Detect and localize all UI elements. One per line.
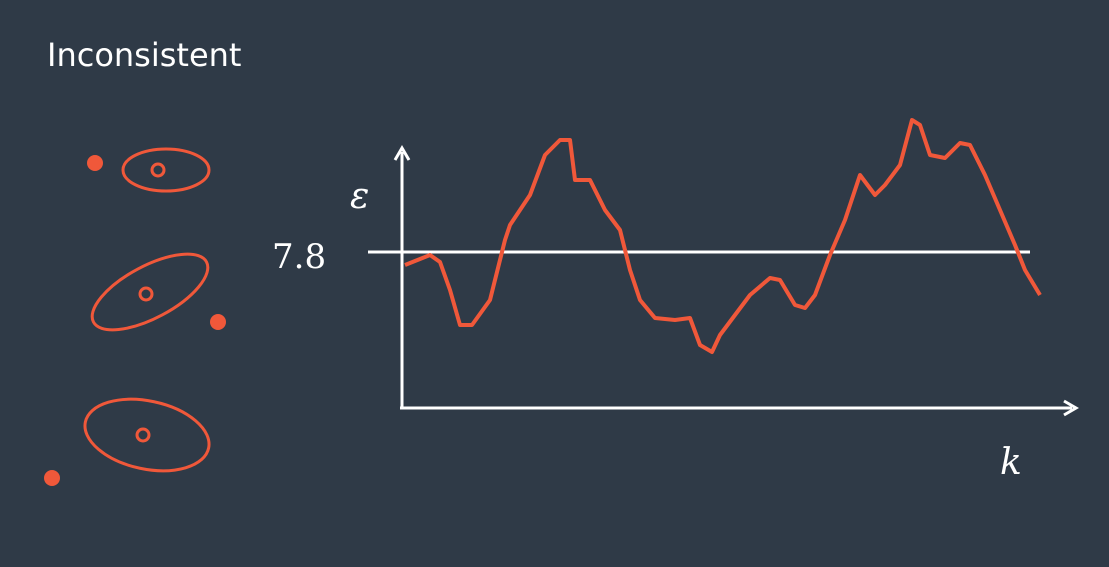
dot: [44, 470, 60, 486]
ellipse: [90, 252, 210, 332]
y-arrow: [393, 145, 411, 161]
x-arrow: [1063, 399, 1079, 417]
dot: [210, 314, 226, 330]
y-axis-label: ε: [350, 176, 369, 217]
error-curve: [404, 118, 1042, 354]
ellipse-icons: [83, 147, 211, 473]
dot: [87, 155, 103, 171]
x-axis-label: k: [1000, 442, 1022, 483]
title: Inconsistent: [47, 36, 241, 74]
ellipse: [121, 147, 211, 193]
ellipse-center: [150, 162, 166, 178]
axes: [368, 145, 1079, 417]
threshold-label: 7.8: [272, 237, 326, 277]
ellipse: [83, 397, 211, 473]
ellipse-center: [135, 427, 151, 443]
ellipse-center: [138, 286, 154, 302]
measurement-dots: [44, 155, 226, 486]
